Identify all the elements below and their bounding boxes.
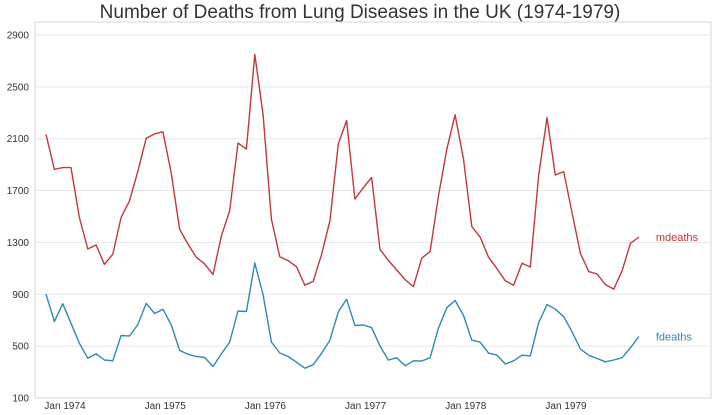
x-tick-label: Jan 1978 bbox=[445, 401, 487, 412]
y-axis-ticks: 100 500 900 1300 1700 2100 2500 2900 bbox=[7, 30, 30, 404]
x-tick-label: Jan 1975 bbox=[145, 401, 187, 412]
x-tick-label: Jan 1977 bbox=[345, 401, 387, 412]
x-axis-ticks: Jan 1974 Jan 1975 Jan 1976 Jan 1977 Jan 1978… bbox=[44, 401, 587, 412]
chart-title: Number of Deaths from Lung Diseases in t… bbox=[99, 2, 621, 23]
x-tick-label: Jan 1974 bbox=[44, 401, 86, 412]
series-lines bbox=[45, 53, 640, 369]
y-tick-label: 2900 bbox=[7, 30, 30, 41]
fdeaths-label: fdeaths bbox=[656, 332, 693, 344]
x-tick-label: Jan 1979 bbox=[545, 401, 587, 412]
series-labels: mdeaths fdeaths bbox=[656, 232, 699, 343]
y-tick-label: 500 bbox=[12, 342, 29, 353]
y-tick-label: 900 bbox=[12, 290, 29, 301]
mdeaths-line bbox=[45, 53, 640, 290]
mdeaths-label: mdeaths bbox=[656, 232, 699, 244]
y-tick-label: 2500 bbox=[7, 82, 30, 93]
fdeaths-line bbox=[45, 262, 640, 369]
y-tick-label: 2100 bbox=[7, 134, 30, 145]
y-tick-label: 1700 bbox=[7, 186, 30, 197]
y-tick-label: 1300 bbox=[7, 238, 30, 249]
y-tick-label: 100 bbox=[12, 394, 29, 405]
plot-frame bbox=[34, 21, 712, 399]
x-tick-label: Jan 1976 bbox=[245, 401, 287, 412]
